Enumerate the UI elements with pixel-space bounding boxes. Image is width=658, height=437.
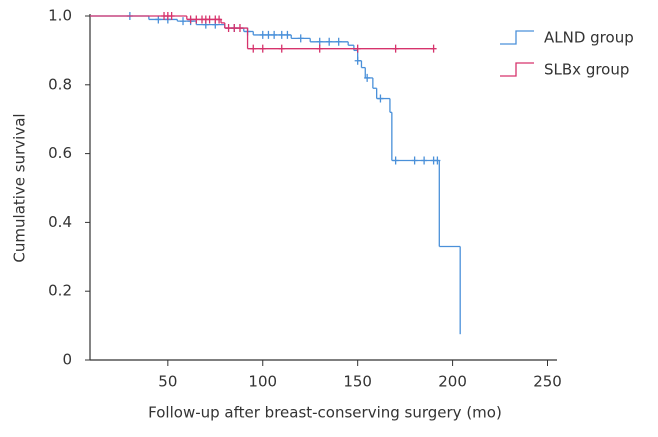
censor-mark bbox=[259, 44, 266, 53]
censor-mark bbox=[187, 15, 194, 24]
x-tick-label: 250 bbox=[533, 373, 562, 391]
censor-mark bbox=[326, 37, 333, 46]
legend-label: SLBx group bbox=[544, 61, 629, 79]
censor-mark bbox=[297, 34, 304, 43]
censor-mark bbox=[354, 56, 361, 65]
y-tick-label: 0.4 bbox=[48, 213, 72, 231]
censor-mark bbox=[259, 30, 266, 39]
x-tick-label: 150 bbox=[343, 373, 372, 391]
censor-mark bbox=[225, 24, 232, 33]
y-tick-label: 0.6 bbox=[48, 144, 72, 162]
censor-mark bbox=[265, 30, 272, 39]
censor-mark bbox=[231, 24, 238, 33]
censor-mark bbox=[250, 44, 257, 53]
censor-mark bbox=[392, 44, 399, 53]
censor-mark bbox=[206, 15, 213, 24]
y-tick-label: 0.2 bbox=[48, 282, 72, 300]
censor-mark bbox=[392, 156, 399, 165]
censor-mark bbox=[168, 12, 175, 20]
censor-mark bbox=[278, 30, 285, 39]
censor-mark bbox=[421, 156, 428, 165]
censor-mark bbox=[354, 44, 361, 53]
y-tick-label: 1.0 bbox=[48, 7, 72, 25]
censor-mark bbox=[155, 15, 162, 24]
censor-mark bbox=[271, 30, 278, 39]
x-axis-label: Follow-up after breast-conserving surger… bbox=[148, 404, 502, 422]
censor-mark bbox=[364, 73, 371, 82]
censor-mark bbox=[278, 44, 285, 53]
legend-label: ALND group bbox=[544, 29, 634, 47]
censor-mark bbox=[193, 15, 200, 24]
censor-mark bbox=[434, 156, 441, 165]
censor-mark bbox=[316, 37, 323, 46]
censor-mark bbox=[216, 15, 223, 24]
censor-mark bbox=[180, 17, 187, 26]
y-tick-label: 0.8 bbox=[48, 75, 72, 93]
x-tick-label: 50 bbox=[158, 373, 177, 391]
censor-mark bbox=[377, 94, 384, 103]
censor-mark bbox=[316, 44, 323, 53]
y-axis-label: Cumulative survival bbox=[11, 113, 29, 262]
x-tick-label: 100 bbox=[248, 373, 277, 391]
x-tick-label: 200 bbox=[438, 373, 467, 391]
legend-swatch bbox=[500, 62, 534, 77]
legend-swatch bbox=[500, 30, 534, 45]
censor-mark bbox=[236, 24, 243, 33]
y-tick-label: 0 bbox=[62, 351, 72, 369]
censor-mark bbox=[430, 44, 437, 53]
censor-mark bbox=[411, 156, 418, 165]
censor-mark bbox=[284, 30, 291, 39]
censor-mark bbox=[335, 37, 342, 46]
